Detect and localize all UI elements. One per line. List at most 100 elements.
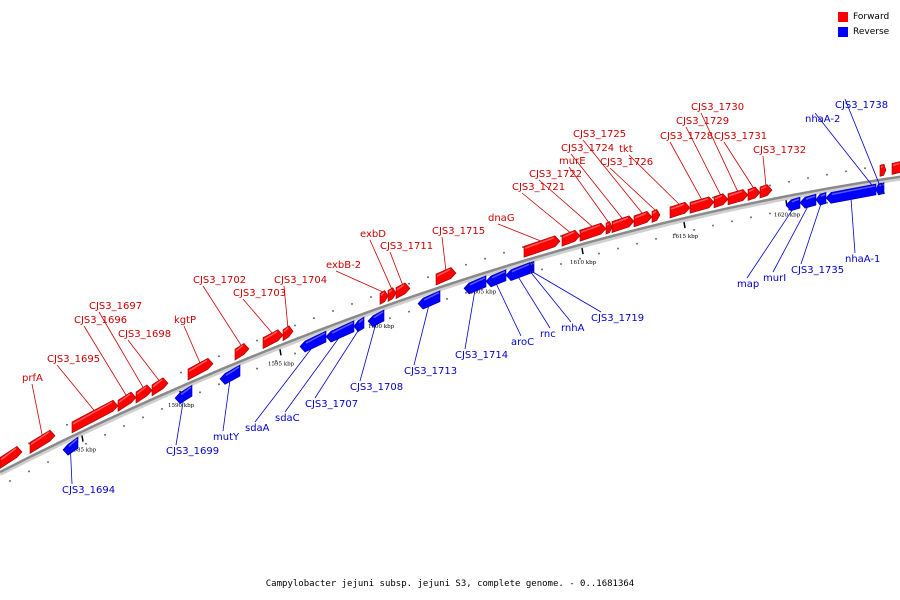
gene-label: CJS3_1714	[455, 350, 508, 361]
reverse-gene-CJS3_1713[interactable]	[417, 290, 441, 310]
reverse-gene-sdaC[interactable]	[325, 320, 355, 343]
reverse-gene-map[interactable]	[785, 196, 801, 212]
scale-tick-label: 1610 kbp	[570, 260, 597, 266]
label-leader-line	[202, 285, 243, 347]
gene-highlight	[263, 331, 278, 341]
label-leader-line	[814, 112, 880, 195]
reverse-gene-CJS3_1719[interactable]	[531, 260, 535, 274]
forward-gene-CJS3_1724[interactable]	[611, 215, 635, 233]
forward-gene-murE[interactable]	[605, 221, 613, 235]
minor-tick	[579, 257, 581, 260]
reverse-gene-CJS3_1699[interactable]	[174, 384, 193, 405]
forward-gene-CJS3_1725[interactable]	[633, 211, 653, 228]
label-leader-line	[746, 208, 794, 279]
minor-tick	[636, 242, 638, 245]
gene-highlight	[511, 263, 530, 273]
forward-gene-CJS3_1703[interactable]	[262, 329, 284, 350]
reverse-gene-sdaA[interactable]	[299, 330, 327, 353]
reverse-gene-CJS3_1708[interactable]	[367, 309, 385, 327]
forward-gene-CJS3_1715[interactable]	[435, 267, 457, 286]
minor-tick	[446, 298, 448, 300]
reverse-gene-CJS3_1707[interactable]	[353, 316, 365, 333]
minor-tick	[275, 360, 277, 362]
scale-tick-mark	[581, 248, 584, 255]
gene-highlight	[670, 203, 685, 210]
forward-gene-tkt[interactable]	[669, 201, 691, 219]
minor-tick	[370, 324, 372, 326]
forward-gene-CJS3_1726[interactable]	[651, 209, 661, 223]
gene-label: CJS3_1730	[691, 102, 744, 113]
gene-label: tkt	[619, 144, 633, 155]
label-leader-line	[844, 98, 884, 194]
forward-gene-CJS3_1702[interactable]	[234, 342, 250, 361]
forward-gene-kgtP[interactable]	[187, 357, 214, 381]
forward-gene-CJS3_1729[interactable]	[713, 193, 729, 209]
gene-label: CJS3_1707	[305, 399, 358, 410]
gene-highlight	[152, 379, 163, 388]
forward-gene-CJS3_1695[interactable]	[71, 399, 119, 434]
gene-label: sdaC	[275, 413, 300, 424]
minor-tick	[788, 180, 790, 183]
gene-highlight	[0, 447, 17, 461]
forward-gene-exbB-2[interactable]	[379, 290, 389, 305]
gene-label: CJS3_1703	[233, 288, 286, 299]
legend-forward: Forward	[838, 9, 889, 24]
gene-highlight	[524, 237, 555, 249]
minor-tick	[845, 170, 847, 173]
minor-tick	[427, 276, 429, 279]
reverse-gene-CJS3_1735[interactable]	[815, 191, 827, 206]
forward-gene-CJS3_1721[interactable]	[561, 229, 581, 247]
label-leader-line	[369, 239, 393, 290]
scale-tick-label: 1620 kbp	[774, 212, 801, 218]
gene-highlight	[358, 318, 364, 324]
reverse-gene-nhaA-2[interactable]	[875, 182, 883, 196]
forward-gene-CJS3_1722[interactable]	[579, 222, 607, 242]
label-leader-line	[70, 451, 73, 485]
forward-gene-CJS3_1732[interactable]	[759, 184, 773, 199]
gene-label: kgtP	[174, 315, 196, 326]
forward-gene-partial-right-a[interactable]	[879, 164, 887, 177]
forward-gene-CJS3_1696[interactable]	[117, 391, 137, 412]
gene-highlight	[30, 431, 50, 446]
gene-highlight	[530, 263, 533, 266]
forward-gene-CJS3_1698[interactable]	[151, 377, 169, 397]
forward-gene-partial-left[interactable]	[0, 446, 23, 469]
forward-gene-dnaG[interactable]	[523, 235, 561, 258]
reverse-gene-nhaA-1[interactable]	[825, 183, 877, 204]
gene-highlight	[612, 217, 629, 225]
reverse-gene-CJS3_1694[interactable]	[62, 436, 79, 456]
reverse-gene-aroC[interactable]	[485, 269, 507, 288]
scale-tick-label: 1590 kbp	[168, 403, 195, 409]
forward-gene-CJS3_1730[interactable]	[727, 189, 749, 206]
genome-backbone-shadow	[0, 176, 900, 476]
minor-tick	[503, 252, 505, 254]
reverse-gene-CJS3_1714[interactable]	[463, 275, 487, 295]
forward-gene-prfA[interactable]	[29, 429, 56, 454]
scale-tick-mark	[81, 435, 84, 442]
gene-label: murI	[763, 273, 786, 284]
forward-gene-CJS3_1728[interactable]	[689, 196, 715, 214]
label-leader-line	[56, 364, 96, 412]
reverse-swatch	[838, 26, 848, 37]
gene-label: CJS3_1725	[573, 129, 626, 140]
label-leader-line	[669, 141, 703, 201]
reverse-gene-rnhA[interactable]	[529, 261, 533, 274]
forward-gene-exbD[interactable]	[387, 287, 397, 303]
reverse-gene-rnc[interactable]	[505, 262, 531, 282]
reverse-gene-mutY[interactable]	[219, 364, 241, 385]
minor-tick	[28, 442, 30, 445]
forward-gene-CJS3_1697[interactable]	[135, 384, 153, 404]
forward-gene-CJS3_1704[interactable]	[282, 325, 294, 342]
forward-gene-CJS3_1711[interactable]	[395, 282, 411, 300]
forward-gene-partial-right-b[interactable]	[891, 161, 900, 175]
reverse-gene-CJS3_1738[interactable]	[881, 182, 885, 195]
gene-label: CJS3_1722	[529, 169, 582, 180]
gene-label: CJS3_1715	[432, 226, 485, 237]
gene-label: CJS3_1731	[714, 131, 767, 142]
scale-tick-label: 1600 kbp	[368, 324, 395, 330]
reverse-gene-murI[interactable]	[799, 193, 817, 209]
forward-gene-CJS3_1731[interactable]	[747, 186, 761, 201]
gene-label: CJS3_1696	[74, 315, 127, 326]
scale-tick-mark	[683, 222, 686, 229]
